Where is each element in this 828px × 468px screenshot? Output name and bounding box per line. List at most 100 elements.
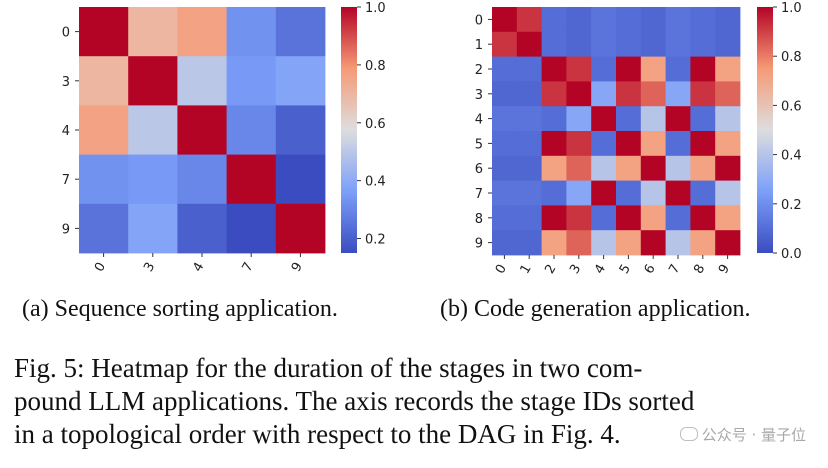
heatmap-a-cell — [275, 154, 326, 205]
heatmap-b-cell — [566, 180, 592, 206]
heatmap-b-cell — [640, 31, 666, 57]
heatmap-b-cell — [616, 131, 642, 157]
heatmap-b-cell — [541, 56, 567, 82]
heatmap-b-cell — [616, 155, 642, 181]
heatmap-a-cell — [79, 154, 129, 205]
caption-line-3: in a topological order with respect to t… — [14, 419, 621, 449]
heatmap-b-ytick-label: 7 — [475, 187, 483, 202]
heatmap-b-cell — [566, 155, 592, 181]
heatmap-b-cell — [616, 31, 642, 57]
heatmap-b-cell — [566, 7, 592, 33]
heatmap-a-xtick-label: 3 — [141, 260, 158, 275]
heatmap-b-cell — [640, 56, 666, 82]
heatmap-b-cell — [591, 230, 617, 256]
heatmap-a-xtick-label: 7 — [240, 260, 257, 275]
heatmap-b-cell — [665, 205, 691, 231]
heatmap-b-cell — [616, 81, 642, 107]
heatmap-a-cell — [128, 203, 178, 254]
heatmap-b-cell — [665, 106, 691, 132]
heatmap-a-cell — [226, 56, 277, 106]
heatmap-a-cell — [226, 105, 277, 155]
heatmap-b-cell — [690, 155, 716, 181]
heatmap-a-cell — [79, 105, 129, 155]
heatmap-b-cell — [541, 155, 567, 181]
heatmap-b-cell — [690, 106, 716, 132]
heatmap-b-cell — [516, 106, 542, 132]
heatmap-b-xtick-label: 3 — [567, 262, 584, 277]
heatmap-a-cbtick-label: 1.0 — [365, 1, 386, 16]
heatmap-b-cell — [591, 155, 617, 181]
heatmap-b-cell — [541, 180, 567, 206]
heatmap-a-colorbar — [341, 7, 357, 253]
heatmap-a-ytick-label: 3 — [62, 75, 70, 90]
heatmap-b-cell — [492, 7, 518, 33]
heatmap-b-cell — [665, 230, 691, 256]
heatmap-b-cell — [541, 205, 567, 231]
heatmap-a-xtick-label: 0 — [92, 260, 109, 275]
heatmap-b-cell — [690, 56, 716, 82]
heatmap-b-cell — [665, 56, 691, 82]
heatmap-a-cell — [275, 105, 326, 155]
subcaption-b: (b) Code generation application. — [440, 296, 751, 322]
heatmap-b-cell — [715, 155, 741, 181]
heatmap-b-cell — [640, 205, 666, 231]
heatmap-b-cell — [665, 131, 691, 157]
heatmap-b-cell — [616, 106, 642, 132]
heatmap-a-cell — [79, 203, 129, 254]
heatmap-b-cell — [516, 205, 542, 231]
heatmap-b-cell — [492, 180, 518, 206]
heatmap-b-xtick-label: 4 — [592, 262, 609, 277]
heatmap-b-xtick-label: 2 — [542, 262, 559, 277]
heatmap-b-cell — [715, 81, 741, 107]
heatmap-b-cell — [492, 81, 518, 107]
heatmap-b-cell — [665, 81, 691, 107]
heatmap-b-cell — [690, 205, 716, 231]
heatmap-b-cell — [665, 155, 691, 181]
heatmap-b-cell — [591, 180, 617, 206]
heatmap-b-cell — [715, 131, 741, 157]
heatmap-b-cell — [640, 230, 666, 256]
heatmap-b-ytick-label: 8 — [475, 212, 483, 227]
heatmap-b-cbtick-label: 0.0 — [781, 247, 802, 262]
heatmap-b-cell — [516, 155, 542, 181]
heatmap-a-cbtick-label: 0.4 — [365, 175, 386, 190]
heatmap-a-cell — [226, 203, 277, 254]
heatmap-a-ytick-label: 4 — [62, 124, 70, 139]
heatmap-b-cell — [665, 7, 691, 33]
heatmap-b-cell — [516, 7, 542, 33]
heatmap-b-xtick-label: 0 — [493, 262, 510, 277]
heatmap-b-ytick-label: 5 — [475, 137, 483, 152]
heatmap-b-cell — [690, 81, 716, 107]
caption-line-2: pound LLM applications. The axis records… — [14, 386, 695, 416]
heatmap-b-cbtick-label: 0.6 — [781, 99, 802, 114]
heatmap-b-cell — [516, 56, 542, 82]
heatmap-b-ytick-label: 6 — [475, 162, 483, 177]
heatmap-b-cell — [591, 7, 617, 33]
heatmap-a-cell — [177, 154, 227, 205]
heatmap-b-cell — [492, 106, 518, 132]
heatmap-b-cell — [541, 31, 567, 57]
heatmap-b-cell — [541, 81, 567, 107]
heatmap-a-ytick-label: 7 — [62, 173, 70, 188]
heatmap-a-cell — [128, 7, 178, 57]
heatmap-b-ytick-label: 3 — [475, 88, 483, 103]
heatmap-b-ytick-label: 4 — [475, 113, 483, 128]
heatmap-b-cell — [715, 230, 741, 256]
heatmap-b-cell — [516, 131, 542, 157]
heatmap-b-cell — [690, 31, 716, 57]
heatmap-b-cell — [616, 7, 642, 33]
heatmap-b-xtick-label: 9 — [716, 262, 733, 277]
heatmap-a-cell — [128, 56, 178, 106]
heatmap-a: 0 3 4 7 9 0 3 4 7 9 0.2 0.4 0.6 0.8 1.0 — [62, 1, 386, 275]
heatmap-b-cell — [541, 131, 567, 157]
heatmap-b-cell — [516, 180, 542, 206]
heatmap-b-cbtick-label: 0.4 — [781, 149, 802, 164]
heatmap-b-xtick-label: 5 — [617, 262, 634, 277]
heatmap-b-cell — [640, 180, 666, 206]
heatmap-b-cell — [715, 31, 741, 57]
heatmap-a-cell — [226, 7, 277, 57]
heatmap-a-cbtick-label: 0.2 — [365, 233, 386, 248]
heatmap-b-cell — [715, 205, 741, 231]
heatmap-b-cell — [516, 31, 542, 57]
